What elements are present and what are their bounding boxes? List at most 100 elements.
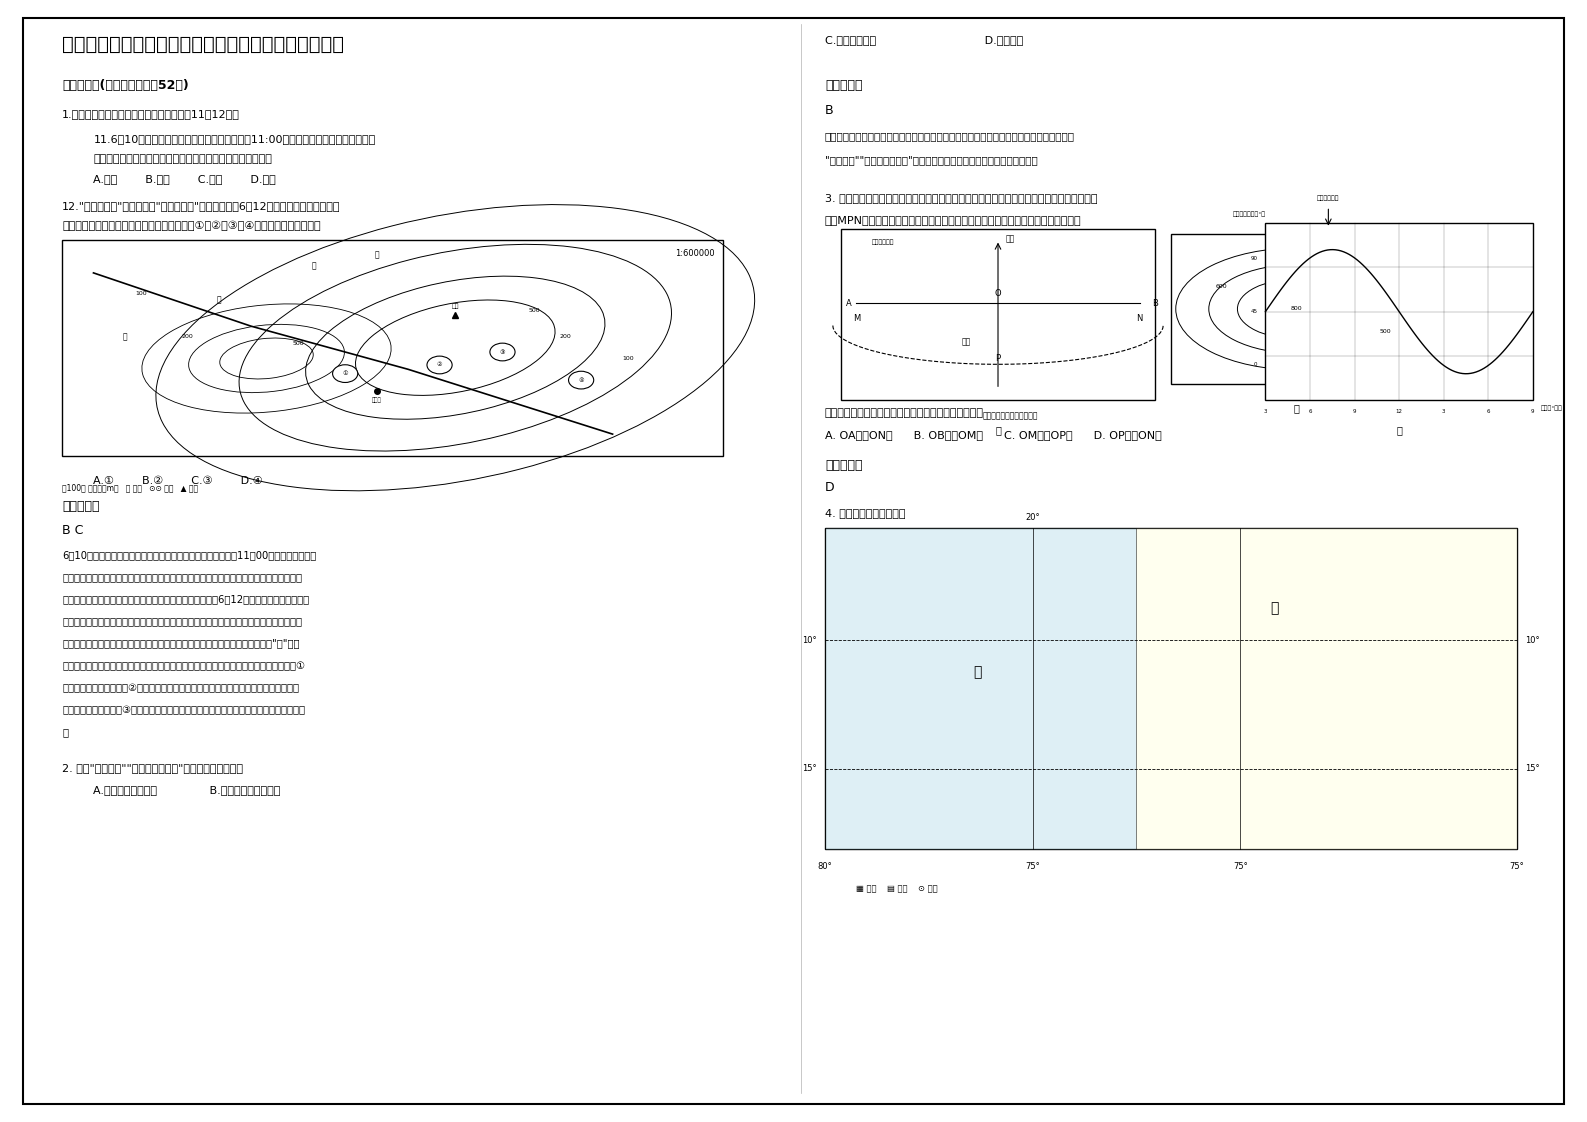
Text: 500: 500 [528, 309, 540, 313]
Text: B: B [825, 104, 833, 118]
Text: 6: 6 [1308, 410, 1312, 414]
Text: 黄: 黄 [122, 332, 127, 341]
Text: 测杆: 测杆 [1006, 234, 1016, 243]
Text: 正午太阳高度（°）: 正午太阳高度（°） [1233, 212, 1266, 218]
Text: 太阳运动轨迹: 太阳运动轨迹 [873, 240, 895, 246]
Text: 乙: 乙 [1293, 404, 1300, 414]
Text: 90: 90 [1251, 256, 1257, 261]
Polygon shape [825, 527, 1136, 849]
Text: 一、选择题(每小题２分，共52分): 一、选择题(每小题２分，共52分) [62, 79, 189, 92]
Bar [841, 229, 1155, 401]
Text: 西: 西 [62, 727, 68, 737]
Text: O: O [995, 288, 1001, 297]
Text: 15°: 15° [1525, 764, 1539, 773]
Text: 600: 600 [1216, 284, 1227, 289]
Text: 200: 200 [560, 334, 571, 339]
Text: 80°: 80° [817, 863, 832, 872]
Text: ④: ④ [578, 378, 584, 383]
Text: 本题考查民众如何实施可持续发展的途径等知识点，意在考查分析问题解决问题能力。倡导: 本题考查民众如何实施可持续发展的途径等知识点，意在考查分析问题解决问题能力。倡导 [825, 131, 1074, 141]
Text: 时太阳在正西方向，则小明最可能位于下图中①、②、③、④位置的哪一位（　　）: 时太阳在正西方向，则小明最可能位于下图中①、②、③、④位置的哪一位（ ） [62, 221, 321, 231]
Text: 丙: 丙 [1397, 425, 1401, 434]
Polygon shape [1136, 527, 1517, 849]
Text: 甲: 甲 [973, 665, 981, 679]
Text: ▦ 海洋    ▤ 山脉    ⊙ 城市: ▦ 海洋 ▤ 山脉 ⊙ 城市 [857, 884, 938, 893]
Text: 点正西无更高地形阻挡；②地势较高，观看日落视线不受正西地形阻挡，可以看到太阳从: 点正西无更高地形阻挡；②地势较高，观看日落视线不受正西地形阻挡，可以看到太阳从 [62, 683, 298, 693]
Circle shape [333, 365, 357, 383]
Text: C.减少固体垃圾                               D.移风易俗: C.减少固体垃圾 D.移风易俗 [825, 35, 1024, 45]
Text: "免赠贺卡""免用一次性木筷"的出发点是节约木材、保护森林。本题选Ｂ。: "免赠贺卡""免用一次性木筷"的出发点是节约木材、保护森林。本题选Ｂ。 [825, 156, 1038, 165]
Text: 影阴: 影阴 [962, 338, 971, 347]
Text: 20°: 20° [1025, 513, 1039, 522]
Text: 乙: 乙 [1271, 601, 1279, 615]
Text: 12: 12 [1395, 410, 1403, 414]
Text: M: M [852, 314, 860, 323]
Text: A. OA线、ON线      B. OB线、OM线      C. OM线、OP线      D. OP线、ON线: A. OA线、ON线 B. OB线、OM线 C. OM线、OP线 D. OP线、… [825, 430, 1162, 440]
Text: 纬度（°时）: 纬度（°时） [1541, 406, 1563, 412]
Text: 100: 100 [135, 292, 146, 296]
Text: 泰山: 泰山 [452, 303, 459, 309]
Text: 测定经线和纬度实验示意图: 测定经线和纬度实验示意图 [982, 412, 1038, 421]
Text: A.减少个人经济支出               B.节约木材、保护森林: A.减少个人经济支出 B.节约木材、保护森林 [94, 784, 281, 794]
Text: 参考答案：: 参考答案： [62, 500, 100, 513]
Text: 虚线MPN弧是国庆节那天测影子端点的连线，图乙为该地某山脉等高线图。分析回答: 虚线MPN弧是国庆节那天测影子端点的连线，图乙为该地某山脉等高线图。分析回答 [825, 215, 1082, 226]
Text: A.①        B.②        C.③        D.④: A.① B.② C.③ D.④ [94, 476, 263, 486]
Text: 45: 45 [1251, 310, 1257, 314]
Text: 10°: 10° [1525, 636, 1539, 645]
Text: 6: 6 [1487, 410, 1490, 414]
Text: 甲: 甲 [995, 425, 1001, 434]
Text: 湖北省黄石市荻田中学高三地理下学期期末试题含解析: 湖北省黄石市荻田中学高三地理下学期期末试题含解析 [62, 35, 344, 54]
Text: 500: 500 [1379, 329, 1390, 334]
Bar [62, 240, 722, 456]
Text: 华北平原地形上落下；③点正西地势高，则看到太阳没落在山头，故日落时太阳最可能在正: 华北平原地形上落下；③点正西地势高，则看到太阳没落在山头，故日落时太阳最可能在正 [62, 705, 305, 715]
Text: 长: 长 [311, 261, 316, 270]
Text: 2. 倡导"免赠贺卡""免用一次性木筷"的出发点是（　　）: 2. 倡导"免赠贺卡""免用一次性木筷"的出发点是（ ） [62, 763, 243, 773]
Bar [825, 527, 1517, 849]
Text: 南方位，且接近正南方。小明发现阳光从车左前方射入车内，说明车行方向为西南方（见右: 南方位，且接近正南方。小明发现阳光从车左前方射入车内，说明车行方向为西南方（见右 [62, 572, 302, 582]
Text: ③: ③ [500, 350, 505, 355]
Text: 参考答案：: 参考答案： [825, 459, 862, 472]
Circle shape [490, 343, 516, 361]
Text: 12."泰山观日出"气象万千，"泰山观日落"也别有景致。6月12日这天，若小明看到日落: 12."泰山观日出"气象万千，"泰山观日落"也别有景致。6月12日这天，若小明看… [62, 201, 341, 211]
Text: 图甲中能反映了当地的经线和日出时日影的线段分别为: 图甲中能反映了当地的经线和日出时日影的线段分别为 [825, 408, 984, 419]
Text: 图）。若车向东南方行驶，则太阳从正前射入或右前射入。6月12日这天，泰安依然处长夜: 图）。若车向东南方行驶，则太阳从正前射入或右前射入。6月12日这天，泰安依然处长… [62, 595, 309, 605]
Text: 左前方射入车内，判断此时旅行车行驶的方向大致为（　　）: 左前方射入车内，判断此时旅行车行驶的方向大致为（ ） [94, 155, 273, 164]
Text: 10°: 10° [803, 636, 817, 645]
Text: N: N [1136, 314, 1143, 323]
Text: 太阳运动轨迹: 太阳运动轨迹 [1317, 195, 1339, 201]
Text: A: A [846, 298, 852, 307]
Text: 所以小明所站的观测点的正西方应该有高山阻挡，使其不能看到地平线，从图中可看出：①: 所以小明所站的观测点的正西方应该有高山阻挡，使其不能看到地平线，从图中可看出：① [62, 661, 305, 671]
Text: 800: 800 [1292, 306, 1303, 312]
Bar [1171, 234, 1422, 384]
Text: 75°: 75° [1025, 863, 1039, 872]
Text: B: B [1152, 298, 1159, 307]
Text: 1:600000: 1:600000 [674, 248, 714, 258]
Text: 75°: 75° [1509, 863, 1525, 872]
Text: 11.6月10日旅行团抵达山东泰安市，北京时间为11:00，小明注意到阳光恰好从旅行车: 11.6月10日旅行团抵达山东泰安市，北京时间为11:00，小明注意到阳光恰好从… [94, 135, 376, 145]
Text: ①: ① [343, 371, 348, 376]
Text: 3. 我国某中学的地理研究性学习小组对学校所在地区进行了经线和纬度数测定实验。图甲中: 3. 我国某中学的地理研究性学习小组对学校所在地区进行了经线和纬度数测定实验。图… [825, 193, 1098, 203]
Text: 参考答案：: 参考答案： [825, 79, 862, 92]
Text: 0: 0 [1254, 362, 1257, 367]
Text: 柱，日落地平线处应该在西北方位，而小明看到日落在正西方向，说明小明看到的日落并不: 柱，日落地平线处应该在西北方位，而小明看到日落在正西方向，说明小明看到的日落并不 [62, 616, 302, 626]
Text: B C: B C [62, 524, 84, 537]
Text: 3: 3 [1443, 410, 1446, 414]
Text: 500: 500 [292, 341, 303, 346]
Text: 泰安市: 泰安市 [371, 397, 381, 403]
Text: A.东南        B.西南        C.东北        D.西北: A.东南 B.西南 C.东北 D.西北 [94, 174, 276, 184]
Text: 是指日落地平线，只能是在其正日落之前某个时间，因为地势阻挡而看到太阳落"山"了，: 是指日落地平线，只能是在其正日落之前某个时间，因为地势阻挡而看到太阳落"山"了， [62, 638, 300, 649]
Text: ②: ② [436, 362, 443, 368]
Circle shape [427, 356, 452, 374]
Text: 15°: 15° [803, 764, 817, 773]
Text: 1.小明在夏季随旅行团前往泰山旅游，完成11～12题。: 1.小明在夏季随旅行团前往泰山旅游，完成11～12题。 [62, 109, 240, 119]
Text: P: P [995, 355, 1000, 364]
Text: 200: 200 [183, 334, 194, 339]
Text: 75°: 75° [1233, 863, 1247, 872]
Text: 城: 城 [375, 250, 379, 259]
Text: 河: 河 [217, 296, 222, 305]
Text: 9: 9 [1531, 410, 1535, 414]
Text: 9: 9 [1352, 410, 1357, 414]
Text: 100: 100 [622, 356, 635, 361]
Text: ～100～ 等高线（m）   ～ 河流   ⊙⊙ 城市   ▲ 山峰: ～100～ 等高线（m） ～ 河流 ⊙⊙ 城市 ▲ 山峰 [62, 484, 198, 493]
Text: 4. 读两区域示意图，回答: 4. 读两区域示意图，回答 [825, 508, 906, 518]
Bar [1265, 223, 1533, 401]
